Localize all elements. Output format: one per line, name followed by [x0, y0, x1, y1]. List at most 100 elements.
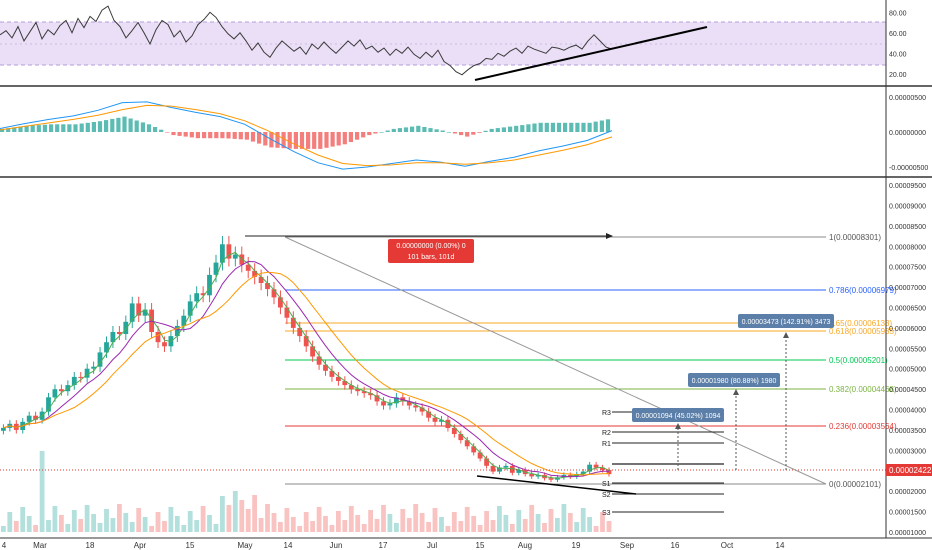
candle-body[interactable]: [458, 434, 464, 441]
candle-body[interactable]: [162, 342, 167, 347]
candle-body[interactable]: [342, 381, 348, 386]
candle-body[interactable]: [348, 385, 354, 390]
candle-body[interactable]: [516, 470, 522, 473]
candle-body[interactable]: [464, 440, 470, 447]
candle-body[interactable]: [419, 407, 425, 412]
price-scale[interactable]: 80.00 60.00 40.00 20.00 0.00000500 0.0000000…: [885, 0, 932, 538]
volume-bar: [355, 515, 361, 532]
candle-body[interactable]: [136, 303, 142, 316]
candle-body[interactable]: [587, 464, 592, 472]
candle-body[interactable]: [117, 332, 122, 334]
candle-body[interactable]: [529, 474, 535, 477]
candle-body[interactable]: [355, 389, 361, 392]
candle-body[interactable]: [368, 393, 373, 396]
time-scale[interactable]: 4 Mar 18 Apr 15 May 14 Jun 17 Jul 15 Aug 19 Sep 16 Oct 1…: [0, 537, 932, 550]
candle-body[interactable]: [71, 376, 77, 386]
candle-body[interactable]: [329, 370, 335, 377]
candle-body[interactable]: [413, 405, 419, 408]
volume-bar: [361, 524, 367, 532]
candle-body[interactable]: [580, 471, 586, 474]
macd-histogram-bar: [538, 122, 543, 132]
measure-label-2[interactable]: [688, 373, 780, 387]
candle-body[interactable]: [490, 465, 496, 472]
candle-body[interactable]: [207, 274, 212, 296]
candle-body[interactable]: [252, 270, 257, 277]
candle-body[interactable]: [606, 470, 612, 475]
candle-body[interactable]: [129, 303, 135, 322]
volume-bar: [555, 518, 560, 532]
candle-body[interactable]: [245, 264, 251, 271]
candle-body[interactable]: [303, 336, 309, 347]
candle-body[interactable]: [84, 368, 90, 378]
candle-body[interactable]: [213, 262, 219, 275]
candle-body[interactable]: [477, 452, 483, 459]
candle-body[interactable]: [445, 419, 451, 428]
candle-body[interactable]: [265, 283, 270, 290]
candle-body[interactable]: [535, 474, 541, 477]
candle-body[interactable]: [194, 293, 200, 302]
candle-body[interactable]: [52, 389, 58, 398]
candle-body[interactable]: [271, 289, 277, 298]
candle-body[interactable]: [406, 401, 412, 406]
candle-body[interactable]: [200, 293, 206, 296]
rsi-trendline[interactable]: [474, 26, 708, 81]
candle-body[interactable]: [600, 467, 605, 470]
macd-histogram-bar: [520, 125, 525, 132]
candle-body[interactable]: [361, 391, 367, 394]
candle-body[interactable]: [278, 297, 283, 308]
candle-body[interactable]: [59, 389, 64, 392]
volume-bar: [245, 509, 251, 532]
candle-body[interactable]: [451, 427, 457, 434]
candle-body[interactable]: [181, 315, 187, 326]
candle-body[interactable]: [110, 332, 116, 343]
macd-histogram-bar: [428, 128, 433, 132]
candle-body[interactable]: [426, 411, 431, 418]
candle-body[interactable]: [593, 464, 599, 468]
candle-body[interactable]: [232, 254, 238, 259]
candle-body[interactable]: [104, 342, 109, 353]
fib-diagonal[interactable]: [284, 236, 827, 485]
candle-body[interactable]: [497, 467, 502, 472]
candle-body[interactable]: [284, 307, 290, 318]
candle-body[interactable]: [97, 352, 103, 367]
candle-body[interactable]: [290, 317, 296, 328]
candle-body[interactable]: [471, 446, 477, 453]
candle-body[interactable]: [316, 356, 322, 365]
candle-body[interactable]: [394, 397, 399, 404]
candle-body[interactable]: [548, 478, 554, 480]
candle-body[interactable]: [381, 401, 386, 406]
candle-body[interactable]: [387, 403, 393, 406]
measure-label-3[interactable]: [738, 314, 834, 328]
candle-body[interactable]: [174, 325, 180, 337]
candle-body[interactable]: [310, 346, 315, 357]
candle-body[interactable]: [484, 458, 489, 466]
candle-body[interactable]: [1, 427, 6, 431]
candle-body[interactable]: [374, 395, 380, 402]
candle-body[interactable]: [46, 397, 51, 412]
candle-body[interactable]: [509, 465, 515, 473]
measure-label-1[interactable]: [632, 408, 724, 422]
rsi-pane[interactable]: [0, 5, 886, 81]
candle-body[interactable]: [336, 376, 341, 381]
support-trendline[interactable]: [476, 475, 637, 495]
candle-body[interactable]: [91, 366, 96, 369]
candle-body[interactable]: [33, 415, 38, 420]
macd-pane[interactable]: [0, 101, 613, 170]
candle-body[interactable]: [503, 465, 509, 468]
candle-body[interactable]: [323, 364, 328, 371]
candle-body[interactable]: [123, 321, 129, 334]
candle-body[interactable]: [155, 332, 161, 343]
candle-body[interactable]: [26, 415, 32, 422]
price-pane[interactable]: 1(0.00008301) 0.786(0.00006979) 0.65(0.0…: [0, 233, 897, 532]
candle-body[interactable]: [78, 376, 84, 378]
candle-body[interactable]: [142, 309, 148, 316]
candle-body[interactable]: [297, 327, 303, 337]
candle-body[interactable]: [226, 244, 232, 259]
rsi-tick-label: 40.00: [889, 51, 907, 58]
candle-body[interactable]: [220, 244, 225, 263]
candle-body[interactable]: [258, 276, 264, 283]
candle-body[interactable]: [432, 417, 438, 422]
candle-body[interactable]: [439, 419, 444, 422]
candle-body[interactable]: [187, 301, 193, 316]
